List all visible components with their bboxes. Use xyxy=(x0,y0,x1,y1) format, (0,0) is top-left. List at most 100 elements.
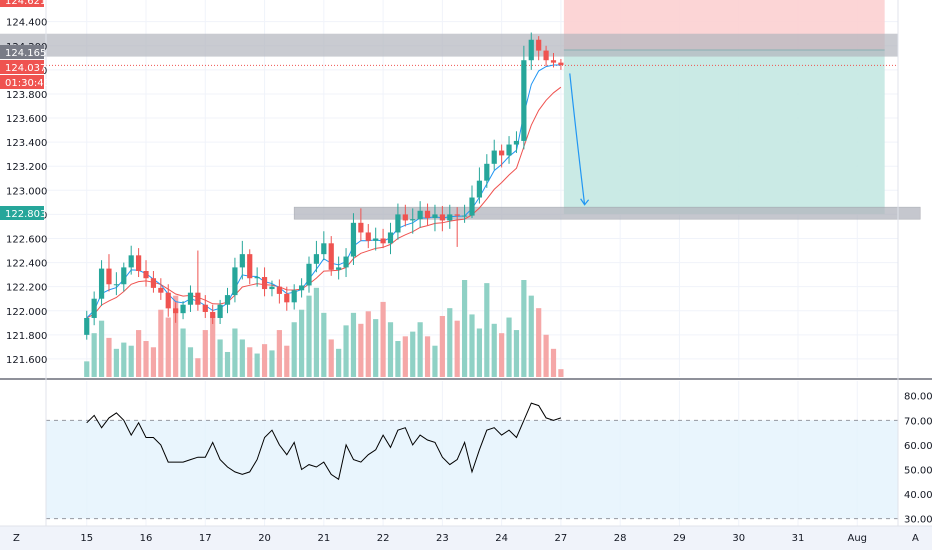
price-badge-label: 122.803 xyxy=(5,209,46,220)
candle-body xyxy=(165,292,171,309)
volume-bar xyxy=(180,328,186,377)
price-tick-label: 121.600 xyxy=(6,355,47,366)
candle-body xyxy=(306,263,312,286)
candle-body xyxy=(143,271,149,279)
candle-body xyxy=(402,214,408,221)
candle-body xyxy=(239,254,245,268)
volume-bar xyxy=(454,320,460,377)
volume-bar xyxy=(476,328,483,377)
projection-arrowhead xyxy=(580,198,590,206)
volume-bar xyxy=(491,323,497,377)
volume-bar xyxy=(106,337,112,377)
candle-body xyxy=(276,286,282,294)
candle-body xyxy=(121,267,127,285)
candle-body xyxy=(447,214,453,221)
volume-bar xyxy=(461,280,468,377)
time-tick-label: 15 xyxy=(80,533,93,544)
price-badge xyxy=(0,0,44,7)
candle-body xyxy=(380,238,386,244)
volume-bar xyxy=(521,280,527,377)
time-tick-label: 16 xyxy=(140,533,153,544)
auto-scale-button[interactable]: A xyxy=(912,533,919,544)
candle-body xyxy=(454,214,460,216)
rsi-tick-label: 70.00 xyxy=(904,416,932,427)
candle-body xyxy=(387,232,394,244)
candle-body xyxy=(313,254,320,264)
volume-bar xyxy=(254,353,260,377)
candle-body xyxy=(395,214,401,233)
volume-bar xyxy=(395,341,401,377)
candle-body xyxy=(528,39,534,61)
volume-bar xyxy=(558,369,564,377)
candle-body xyxy=(173,308,179,314)
volume-bar xyxy=(432,345,438,377)
candle-body xyxy=(224,295,231,305)
volume-bar xyxy=(128,345,134,377)
volume-bar xyxy=(91,333,97,377)
volume-bar xyxy=(210,315,216,377)
candle-body xyxy=(358,222,364,233)
volume-bar xyxy=(98,320,105,377)
time-tick-label: 23 xyxy=(436,533,449,544)
volume-bar xyxy=(410,331,416,377)
candle-body xyxy=(291,290,297,303)
candle-body xyxy=(469,197,475,216)
volume-bar xyxy=(543,334,549,377)
candle-body xyxy=(217,304,223,318)
volume-bar xyxy=(284,345,290,377)
candle-body xyxy=(424,210,431,219)
time-tick-label: 29 xyxy=(673,533,686,544)
time-tick-label: 20 xyxy=(258,533,271,544)
candle-body xyxy=(113,284,119,286)
support-zone xyxy=(293,206,921,220)
volume-bar xyxy=(499,333,505,377)
candle-body xyxy=(410,219,416,221)
volume-bar xyxy=(261,344,268,377)
candle-body xyxy=(91,298,97,318)
price-badge xyxy=(0,45,44,59)
candle-body xyxy=(350,222,357,257)
volume-bar xyxy=(247,347,253,377)
rsi-tick-label: 40.00 xyxy=(904,490,932,501)
price-tick-label: 122.400 xyxy=(6,259,47,270)
volume-bar xyxy=(550,348,557,377)
volume-bar xyxy=(365,311,371,377)
candle-body xyxy=(513,140,520,145)
candle-body xyxy=(491,150,497,164)
candle-body xyxy=(247,254,253,279)
time-tick-label: 24 xyxy=(495,533,508,544)
price-tick-label: 123.800 xyxy=(6,90,47,101)
rsi-tick-label: 60.00 xyxy=(904,441,932,452)
time-tick-label: Aug xyxy=(847,533,867,544)
candle-body xyxy=(417,210,423,220)
candle-body xyxy=(269,286,275,290)
candle-body xyxy=(261,277,268,290)
volume-bar xyxy=(165,317,171,377)
time-tick-label: 17 xyxy=(199,533,212,544)
rsi-tick-label: 80.00 xyxy=(904,392,932,403)
volume-bar xyxy=(373,319,379,377)
volume-bar xyxy=(387,322,394,377)
candle-body xyxy=(254,277,260,279)
timezone-button[interactable]: Z xyxy=(13,533,20,544)
volume-bar xyxy=(136,330,142,377)
volume-bar xyxy=(343,325,349,377)
candle-body xyxy=(499,150,505,156)
resistance-zone xyxy=(0,33,898,57)
time-tick-label: 30 xyxy=(732,533,745,544)
volume-bar xyxy=(269,350,275,377)
rsi-tick-label: 30.00 xyxy=(904,515,932,526)
volume-bar xyxy=(469,314,475,377)
volume-bar xyxy=(313,287,320,377)
price-tick-label: 124.400 xyxy=(6,18,47,29)
volume-bar xyxy=(417,322,423,377)
volume-bar xyxy=(291,322,297,377)
price-tick-label: 122.000 xyxy=(6,307,47,318)
rsi-line xyxy=(86,402,562,481)
volume-bar xyxy=(150,347,157,377)
volume-bar xyxy=(195,358,201,377)
volume-bar xyxy=(321,312,327,377)
rsi-tick-label: 50.00 xyxy=(904,465,932,476)
candle-body xyxy=(558,62,564,66)
